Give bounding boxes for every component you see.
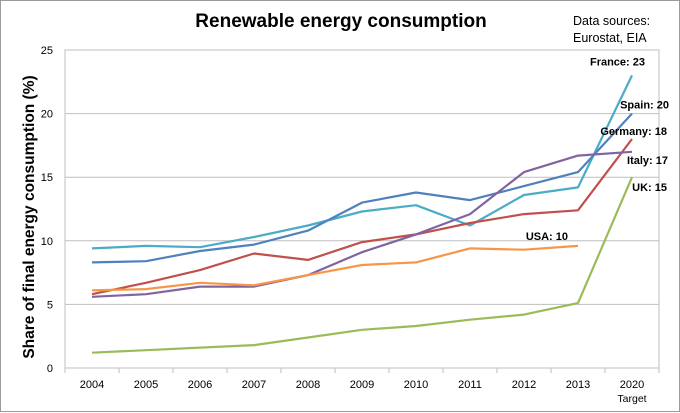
end-label-uk: UK: 15: [632, 182, 667, 194]
plot-area-border: [64, 49, 660, 369]
series-line-usa: [91, 244, 579, 292]
x-tick-label: 2012: [512, 379, 536, 391]
x-tick-label: 2013: [566, 379, 590, 391]
x-tick-label: 2007: [242, 379, 266, 391]
series-line-italy: [91, 150, 633, 298]
y-tick-label: 20: [41, 109, 53, 121]
end-label-italy: Italy: 17: [627, 155, 668, 167]
end-label-usa: USA: 10: [526, 231, 568, 243]
chart-title: Renewable energy consumption: [195, 11, 487, 32]
x-tick-label: 2020: [620, 379, 644, 391]
x-tick-label: 2011: [458, 379, 482, 391]
y-axis-label: Share of final energy consumption (%): [21, 75, 38, 358]
y-tick-label: 5: [47, 299, 53, 311]
x-tick-label: 2004: [80, 379, 104, 391]
data-sources-note: Data sources: Eurostat, EIA: [573, 13, 650, 47]
x-tick-label: 2009: [350, 379, 374, 391]
y-tick-label: 10: [41, 236, 53, 248]
data-sources-line-1: Data sources:: [573, 14, 651, 28]
y-tick-label: 15: [41, 172, 53, 184]
series-line-spain: [91, 112, 633, 264]
y-tick-label: 25: [41, 45, 53, 57]
x-tick-label: 2006: [188, 379, 212, 391]
series-line-france: [91, 74, 633, 250]
y-tick-label: 0: [47, 363, 53, 375]
x-tick-label: 2005: [134, 379, 158, 391]
data-sources-line-2: Eurostat, EIA: [573, 31, 647, 45]
target-label: Target: [617, 393, 646, 405]
series-line-germany: [91, 138, 633, 296]
x-tick-label: 2008: [296, 379, 320, 391]
end-label-france: France: 23: [590, 56, 645, 68]
x-tick-label: 2010: [404, 379, 428, 391]
end-label-germany: Germany: 18: [600, 126, 667, 138]
end-label-spain: Spain: 20: [620, 100, 669, 112]
series-line-uk: [91, 176, 634, 354]
